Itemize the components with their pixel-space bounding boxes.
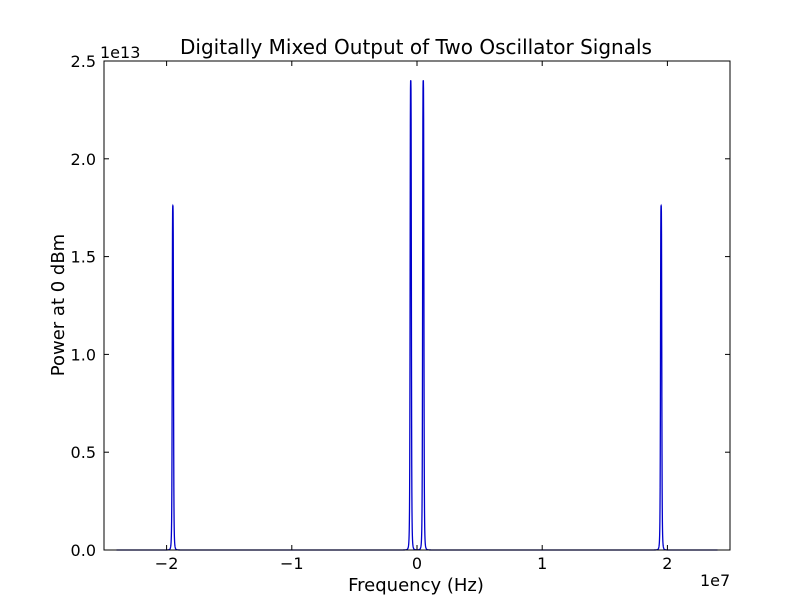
- plot-background: [104, 61, 730, 550]
- x-tick-label-2: 0: [412, 554, 422, 573]
- x-axis-label: Frequency (Hz): [348, 575, 484, 596]
- y-tick-label-2: 1.0: [71, 345, 96, 364]
- peak-point-2: [410, 80, 412, 82]
- x-tick-label-1: −1: [280, 554, 304, 573]
- peak-point-3: [422, 80, 424, 82]
- y-tick-label-4: 2.0: [71, 150, 96, 169]
- x-tick-label-3: 1: [537, 554, 547, 573]
- peak-point-4: [660, 205, 662, 207]
- chart-title: Digitally Mixed Output of Two Oscillator…: [180, 35, 652, 59]
- x-tick-label-4: 2: [662, 554, 672, 573]
- y-axis-offset-label: 1e13: [100, 43, 140, 62]
- y-axis-label: Power at 0 dBm: [48, 234, 69, 376]
- y-tick-label-1: 0.5: [71, 443, 96, 462]
- y-tick-label-5: 2.5: [71, 52, 96, 71]
- x-axis-offset-label: 1e7: [700, 571, 730, 590]
- x-axis-ticks: −2 −1 0 1 2: [155, 61, 672, 573]
- y-axis-ticks: 0.0 0.5 1.0 1.5 2.0 2.5: [71, 52, 730, 560]
- plot-area: [103, 60, 731, 551]
- peak-point-1: [172, 205, 174, 207]
- y-tick-label-0: 0.0: [71, 541, 96, 560]
- x-tick-label-0: −2: [155, 554, 179, 573]
- y-tick-label-3: 1.5: [71, 248, 96, 267]
